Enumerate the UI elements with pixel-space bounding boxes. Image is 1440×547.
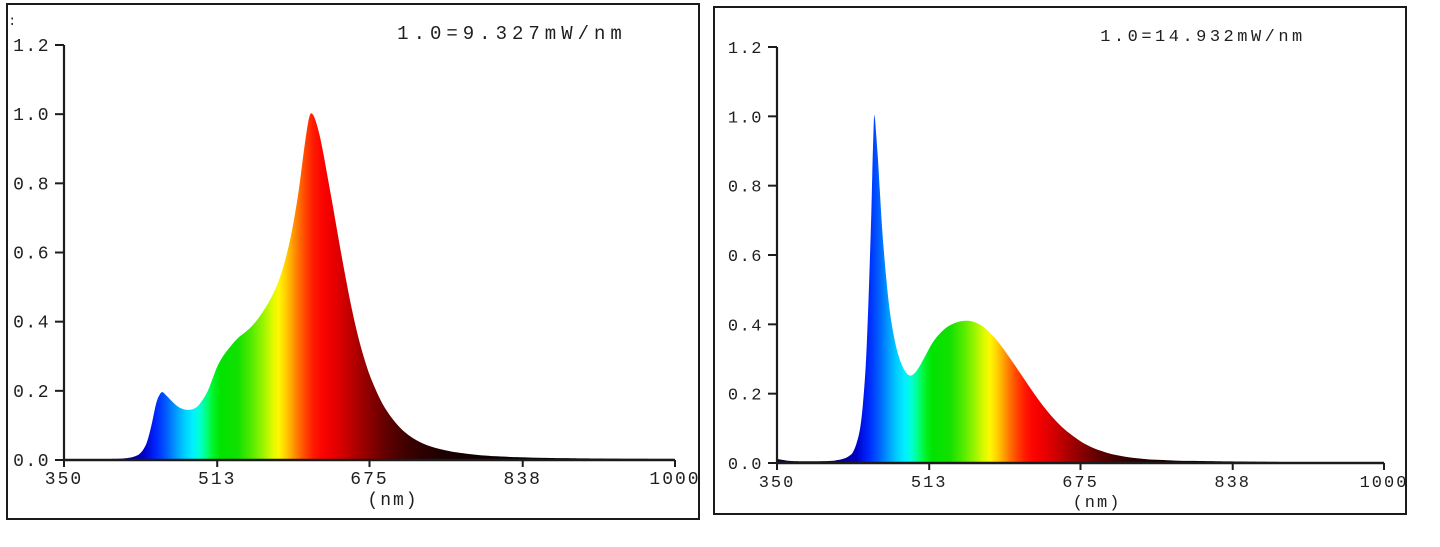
x-tick-label: 513 bbox=[911, 474, 948, 493]
x-tick-label: 675 bbox=[1062, 474, 1099, 493]
x-axis-title: (nm) bbox=[367, 491, 418, 511]
spectrum-panel-2: 0.0 0.2 0.4 0.6 0.8 1.0 1.2 350 513 675 838 1000 (nm… bbox=[713, 6, 1407, 515]
spectrum-chart-1: 0.0 0.2 0.4 0.6 0.8 1.0 1.2 350 513 675 838 1000 (nm… bbox=[13, 23, 698, 511]
x-tick-label: 513 bbox=[198, 470, 236, 490]
x-tick-label: 838 bbox=[504, 470, 542, 490]
scale-annotation: 1.0=9.327mW/nm bbox=[397, 23, 627, 45]
y-tick-label: 0.4 bbox=[13, 314, 50, 334]
x-tick-label: 350 bbox=[45, 470, 83, 490]
stray-mark: : bbox=[8, 14, 17, 30]
y-tick-label: 0.2 bbox=[728, 387, 763, 406]
y-tick-label: 0.4 bbox=[728, 317, 763, 336]
spectrum-panel-1: : 0.0 0.2 0.4 0.6 0.8 1.0 1.2 350 513 675 838 1000 (… bbox=[6, 3, 700, 520]
x-axis-title: (nm) bbox=[1073, 494, 1122, 513]
y-tick-label: 0.0 bbox=[728, 456, 763, 475]
spectrum-area bbox=[777, 115, 1384, 463]
y-tick-label: 1.2 bbox=[13, 37, 50, 57]
x-tick-label: 1000 bbox=[1360, 474, 1405, 493]
y-tick-label: 1.2 bbox=[728, 40, 763, 59]
y-tick-label: 0.0 bbox=[13, 452, 50, 472]
y-tick-label: 0.6 bbox=[13, 245, 50, 265]
spectrum-chart-2: 0.0 0.2 0.4 0.6 0.8 1.0 1.2 350 513 675 838 1000 (nm… bbox=[728, 28, 1405, 513]
y-tick-label: 0.6 bbox=[728, 248, 763, 267]
scale-annotation: 1.0=14.932mW/nm bbox=[1100, 28, 1306, 47]
x-tick-label: 675 bbox=[350, 470, 388, 490]
y-tick-label: 0.8 bbox=[13, 175, 50, 195]
spectrum-area bbox=[64, 113, 675, 460]
x-tick-label: 1000 bbox=[649, 470, 698, 490]
y-tick-label: 0.2 bbox=[13, 383, 50, 403]
y-tick-label: 1.0 bbox=[728, 109, 763, 128]
x-tick-label: 838 bbox=[1214, 474, 1251, 493]
y-tick-label: 0.8 bbox=[728, 179, 763, 198]
y-tick-label: 1.0 bbox=[13, 106, 50, 126]
x-tick-label: 350 bbox=[759, 474, 796, 493]
